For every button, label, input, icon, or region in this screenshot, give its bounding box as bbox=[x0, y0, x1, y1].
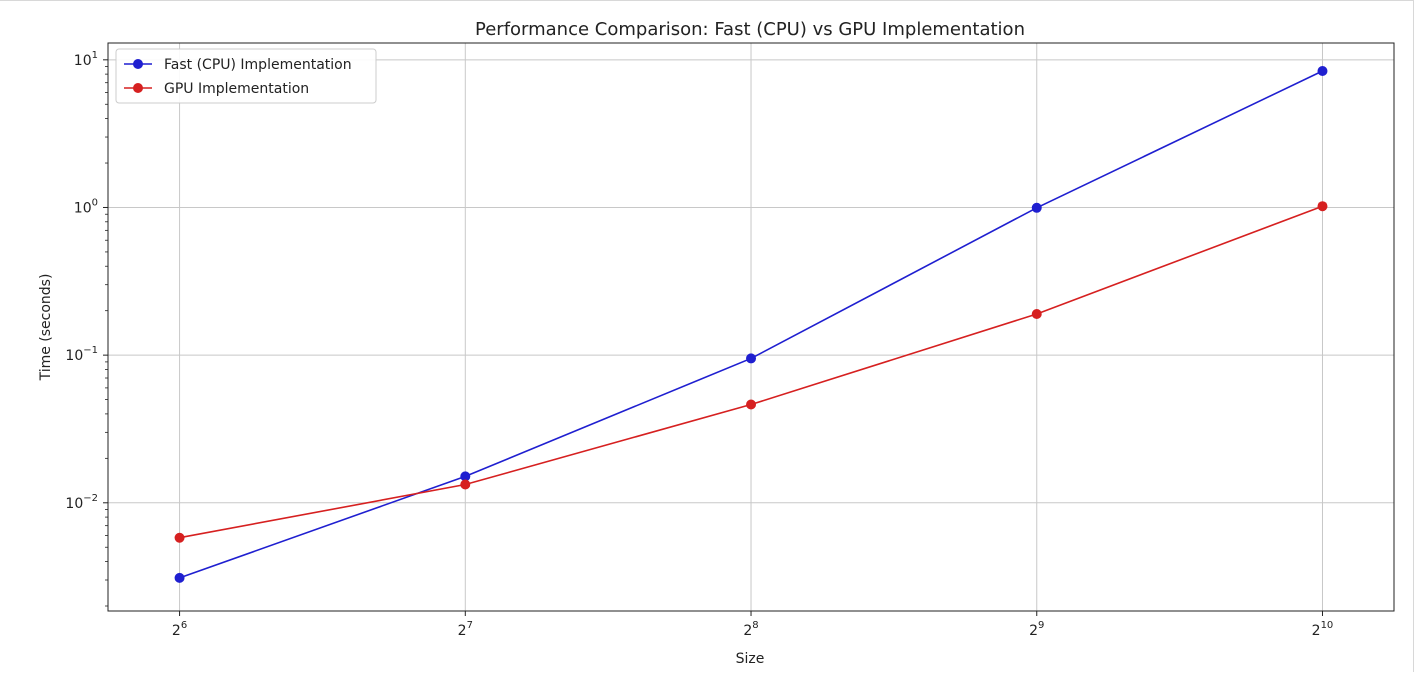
series-lines bbox=[174, 66, 1328, 583]
legend-swatch-gpu-marker bbox=[133, 83, 143, 93]
legend-item-gpu: GPU Implementation bbox=[124, 81, 309, 97]
legend-label-cpu: Fast (CPU) Implementation bbox=[164, 57, 352, 73]
legend-label-gpu: GPU Implementation bbox=[164, 81, 309, 97]
x-tick-label: 26 bbox=[172, 620, 187, 639]
data-point-cpu bbox=[1317, 66, 1328, 77]
y-tick-label: 10−2 bbox=[65, 493, 98, 512]
axis-ticks: 26 27 28 29 210 10−2 10−1 100 101 bbox=[65, 50, 1333, 639]
data-point-cpu bbox=[174, 572, 185, 583]
data-point-gpu bbox=[174, 532, 185, 543]
data-point-cpu bbox=[1031, 202, 1042, 213]
data-point-cpu bbox=[460, 471, 471, 482]
x-tick-label: 210 bbox=[1312, 620, 1334, 639]
legend: Fast (CPU) Implementation GPU Implementa… bbox=[115, 48, 377, 104]
x-axis-label: Size bbox=[736, 651, 765, 667]
data-point-gpu bbox=[1031, 308, 1042, 319]
y-axis-label: Time (seconds) bbox=[38, 274, 54, 382]
legend-item-cpu: Fast (CPU) Implementation bbox=[124, 57, 352, 73]
y-tick-label: 10−1 bbox=[65, 345, 98, 364]
y-tick-label: 101 bbox=[74, 50, 98, 69]
x-tick-label: 29 bbox=[1029, 620, 1044, 639]
data-point-gpu bbox=[460, 479, 471, 490]
legend-swatch-cpu-marker bbox=[133, 59, 143, 69]
x-tick-label: 28 bbox=[743, 620, 758, 639]
chart-title: Performance Comparison: Fast (CPU) vs GP… bbox=[475, 19, 1025, 40]
data-point-gpu bbox=[1317, 201, 1328, 212]
x-tick-label: 27 bbox=[458, 620, 473, 639]
grid bbox=[108, 43, 1394, 611]
y-tick-label: 100 bbox=[74, 197, 98, 216]
data-point-gpu bbox=[746, 399, 757, 410]
data-point-cpu bbox=[746, 353, 757, 364]
legend-box bbox=[115, 48, 377, 104]
